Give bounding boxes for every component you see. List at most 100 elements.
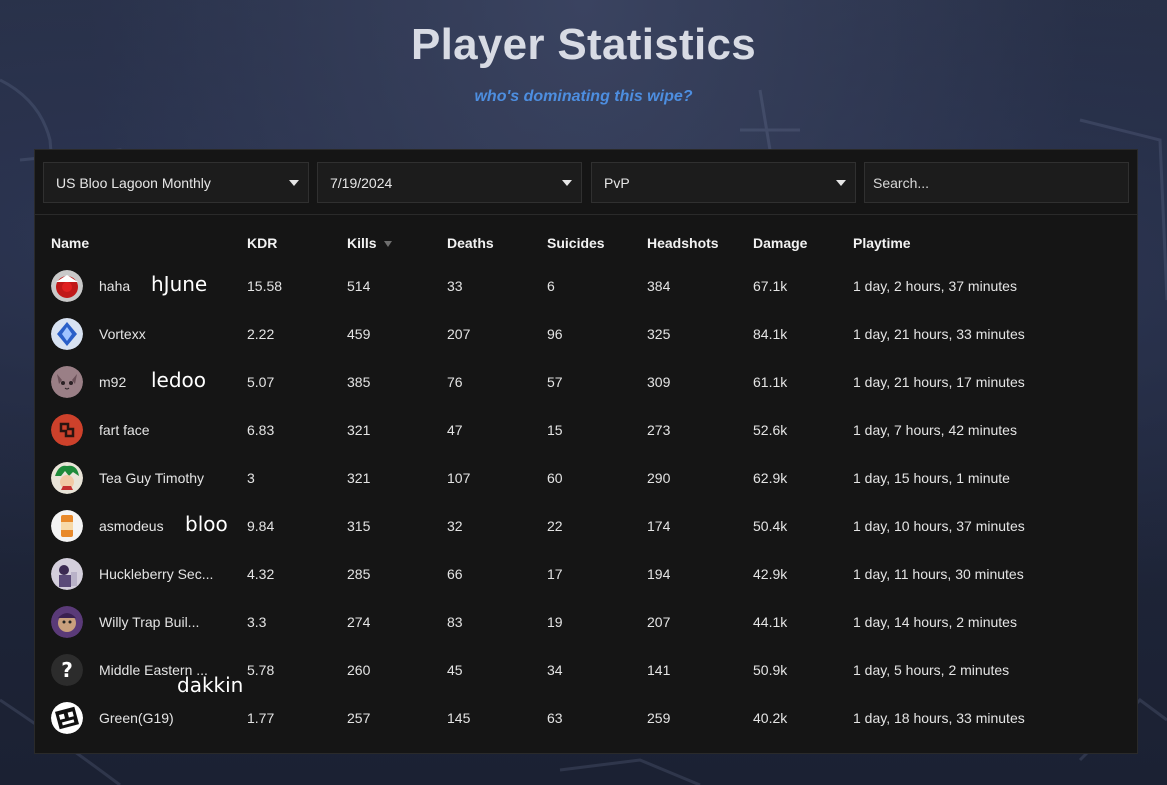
table-row[interactable]: Vortexx 2.22 459 207 96 325 84.1k 1 day, 21 hou… xyxy=(35,310,1137,358)
player-name[interactable]: Huckleberry Sec... xyxy=(99,566,214,582)
kills-cell: 385 xyxy=(347,374,371,390)
suicides-cell: 19 xyxy=(547,614,563,630)
sort-descending-icon xyxy=(383,241,392,248)
deaths-cell: 45 xyxy=(447,662,463,678)
suicides-cell: 60 xyxy=(547,470,563,486)
table-row[interactable]: Willy Trap Buil... 3.3 274 83 19 207 44.1k 1 da… xyxy=(35,598,1137,646)
table-row[interactable]: haha 15.58 514 33 6 384 67.1k 1 day, 2 hours, 3… xyxy=(35,262,1137,310)
mode-select-value: PvP xyxy=(604,174,630,191)
table-row[interactable]: ? Middle Eastern ... 5.78 260 45 34 141 50.9k 1 … xyxy=(35,646,1137,694)
headshots-cell: 174 xyxy=(647,518,671,534)
deaths-cell: 76 xyxy=(447,374,463,390)
rust-logo-icon xyxy=(51,414,83,446)
kills-cell: 514 xyxy=(347,278,371,294)
table-row[interactable]: m92 5.07 385 76 57 309 61.1k 1 day, 21 hours, 1… xyxy=(35,358,1137,406)
annotation-label: hJune xyxy=(151,272,208,296)
player-name[interactable]: Middle Eastern ... xyxy=(99,662,208,678)
suicides-cell: 17 xyxy=(547,566,563,582)
headshots-cell: 325 xyxy=(647,326,671,342)
page-title: Player Statistics xyxy=(410,20,757,69)
column-header-damage[interactable]: Damage xyxy=(753,235,808,251)
kdr-cell: 2.22 xyxy=(247,326,275,342)
green-hair-character-icon xyxy=(51,462,83,494)
table-row[interactable]: asmodeus 9.84 315 32 22 174 50.4k 1 day, 10 hou… xyxy=(35,502,1137,550)
kills-cell: 274 xyxy=(347,614,371,630)
player-name[interactable]: asmodeus xyxy=(99,518,164,534)
player-name[interactable]: m92 xyxy=(99,374,127,390)
geometry-dash-cube-icon xyxy=(51,702,83,734)
suicides-cell: 22 xyxy=(547,518,563,534)
chevron-down-icon xyxy=(562,180,572,186)
kills-cell: 321 xyxy=(347,422,371,438)
kdr-cell: 4.32 xyxy=(247,566,275,582)
server-select[interactable]: US Bloo Lagoon Monthly xyxy=(43,162,309,203)
question-mark-icon: ? xyxy=(51,654,83,686)
kdr-cell: 5.07 xyxy=(247,374,275,390)
orange-can-icon xyxy=(51,510,83,542)
table-row[interactable]: fart face 6.83 321 47 15 273 52.6k 1 day, 7 hou… xyxy=(35,406,1137,454)
column-header-name[interactable]: Name xyxy=(51,235,90,251)
table-row[interactable]: Tea Guy Timothy 3 321 107 60 290 62.9k 1 day, 1… xyxy=(35,454,1137,502)
damage-cell: 67.1k xyxy=(753,278,788,294)
kdr-cell: 6.83 xyxy=(247,422,275,438)
suicides-cell: 63 xyxy=(547,710,563,726)
column-header-kdr[interactable]: KDR xyxy=(247,235,278,251)
playtime-cell: 1 day, 21 hours, 33 minutes xyxy=(853,326,1025,342)
svg-text:?: ? xyxy=(61,658,73,682)
column-header-headshots[interactable]: Headshots xyxy=(647,235,719,251)
damage-cell: 50.9k xyxy=(753,662,788,678)
headshots-cell: 309 xyxy=(647,374,671,390)
kdr-cell: 3.3 xyxy=(247,614,267,630)
kdr-cell: 3 xyxy=(247,470,255,486)
damage-cell: 61.1k xyxy=(753,374,788,390)
column-header-playtime[interactable]: Playtime xyxy=(853,235,911,251)
suicides-cell: 57 xyxy=(547,374,563,390)
playtime-cell: 1 day, 2 hours, 37 minutes xyxy=(853,278,1017,294)
stats-panel: US Bloo Lagoon Monthly 7/19/2024 PvP Nam… xyxy=(34,149,1138,754)
player-name[interactable]: Vortexx xyxy=(99,326,146,342)
suicides-cell: 96 xyxy=(547,326,563,342)
headshots-cell: 207 xyxy=(647,614,671,630)
mode-select[interactable]: PvP xyxy=(591,162,856,203)
chevron-down-icon xyxy=(836,180,846,186)
player-name[interactable]: Willy Trap Buil... xyxy=(99,614,200,630)
table-row[interactable]: Green(G19) 1.77 257 145 63 259 40.2k 1 day, 18 … xyxy=(35,694,1137,742)
red-white-circle-icon xyxy=(51,270,83,302)
player-name[interactable]: haha xyxy=(99,278,131,294)
player-name[interactable]: Green(G19) xyxy=(99,710,174,726)
deaths-cell: 33 xyxy=(447,278,463,294)
player-name[interactable]: fart face xyxy=(99,422,150,438)
deaths-cell: 32 xyxy=(447,518,463,534)
column-header-suicides[interactable]: Suicides xyxy=(547,235,605,251)
playtime-cell: 1 day, 18 hours, 33 minutes xyxy=(853,710,1025,726)
playtime-cell: 1 day, 21 hours, 17 minutes xyxy=(853,374,1025,390)
blue-crystal-icon xyxy=(51,318,83,350)
suicides-cell: 34 xyxy=(547,662,563,678)
purple-figure-icon xyxy=(51,558,83,590)
deaths-cell: 107 xyxy=(447,470,471,486)
cat-face-icon xyxy=(51,366,83,398)
column-header-kills[interactable]: Kills xyxy=(347,235,392,251)
deaths-cell: 47 xyxy=(447,422,463,438)
kills-cell: 315 xyxy=(347,518,371,534)
headshots-cell: 194 xyxy=(647,566,671,582)
deaths-cell: 66 xyxy=(447,566,463,582)
kdr-cell: 5.78 xyxy=(247,662,275,678)
player-name[interactable]: Tea Guy Timothy xyxy=(99,470,205,486)
playtime-cell: 1 day, 14 hours, 2 minutes xyxy=(853,614,1017,630)
kills-cell: 285 xyxy=(347,566,371,582)
column-header-deaths[interactable]: Deaths xyxy=(447,235,494,251)
kills-cell: 260 xyxy=(347,662,371,678)
annotation-label: dakkin xyxy=(177,673,244,697)
table-row[interactable]: Huckleberry Sec... 4.32 285 66 17 194 42.9k 1 d… xyxy=(35,550,1137,598)
kdr-cell: 1.77 xyxy=(247,710,275,726)
column-header-kills-label: Kills xyxy=(347,235,377,251)
kills-cell: 257 xyxy=(347,710,371,726)
headshots-cell: 273 xyxy=(647,422,671,438)
kdr-cell: 9.84 xyxy=(247,518,275,534)
headshots-cell: 290 xyxy=(647,470,671,486)
date-select[interactable]: 7/19/2024 xyxy=(317,162,582,203)
server-select-value: US Bloo Lagoon Monthly xyxy=(56,174,211,191)
damage-cell: 84.1k xyxy=(753,326,788,342)
search-input[interactable] xyxy=(873,174,1128,191)
